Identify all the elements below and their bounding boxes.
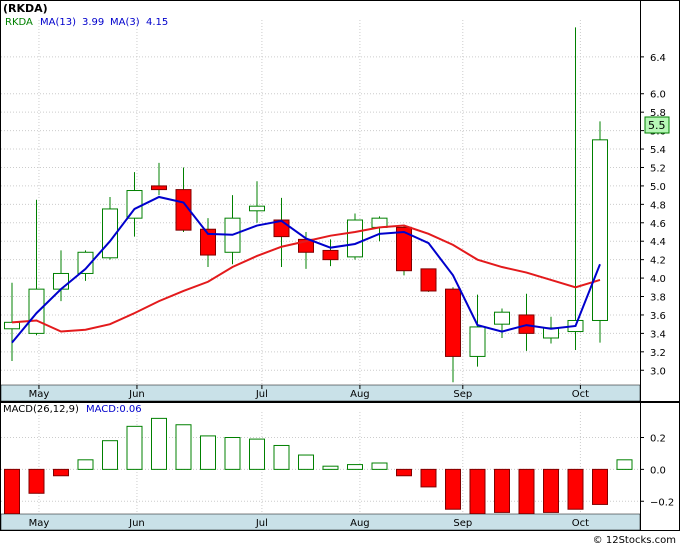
price-xlabel-aug: Aug xyxy=(350,389,370,400)
price-xlabel-jul: Jul xyxy=(255,389,268,400)
candle-down xyxy=(151,185,167,191)
macd-title: MACD(26,12,9) xyxy=(3,404,79,415)
candle-up xyxy=(469,326,486,357)
macd-bar-negative xyxy=(592,468,608,505)
price-x-axis-bar xyxy=(0,384,641,402)
macd-bar-positive xyxy=(347,464,363,470)
candle-down xyxy=(175,189,192,231)
macd-bar-positive xyxy=(200,435,216,470)
macd-bar-negative xyxy=(518,468,535,515)
price-ytick-label: 3.0 xyxy=(650,366,666,377)
candle-up xyxy=(28,288,45,334)
price-legend-item: MA(3) xyxy=(110,17,140,28)
price-xlabel-may: May xyxy=(29,389,50,400)
candle-down xyxy=(445,288,461,357)
price-ytick-label: 4.6 xyxy=(650,219,666,230)
price-ytick-label: 3.6 xyxy=(650,311,666,322)
price-ytick-label: 5.4 xyxy=(650,145,666,156)
macd-bar-positive xyxy=(322,465,339,470)
price-ytick-label: 4.4 xyxy=(650,237,666,248)
price-ytick-label: 6.0 xyxy=(650,90,666,101)
macd-bar-positive xyxy=(175,424,192,470)
macd-bar-negative xyxy=(28,468,45,494)
macd-bar-negative xyxy=(396,468,412,477)
ma13-line xyxy=(11,224,601,333)
price-legend-item: MA(13) xyxy=(40,17,76,28)
macd-xlabel-jul: Jul xyxy=(255,518,268,529)
candle-up xyxy=(126,190,143,219)
macd-xlabel-jun: Jun xyxy=(128,518,145,529)
candle-down xyxy=(200,228,216,256)
candle-up xyxy=(494,311,510,325)
candle-up xyxy=(592,139,608,321)
price-ytick-label: 3.8 xyxy=(650,293,666,304)
last-price-label: 5.5 xyxy=(648,119,666,132)
macd-bar-negative xyxy=(469,468,486,515)
macd-bar-negative xyxy=(420,468,437,488)
macd-y-axis: −0.2 0.0 0.2 xyxy=(640,434,674,508)
price-ytick-label: 4.2 xyxy=(650,256,666,267)
macd-bar-positive xyxy=(102,440,118,470)
price-ytick-label: 5.8 xyxy=(650,108,666,119)
macd-bar-negative xyxy=(445,468,461,510)
macd-histogram xyxy=(4,417,633,515)
price-legend-item: RKDA xyxy=(5,17,33,28)
macd-bar-positive xyxy=(224,437,241,470)
price-ytick-label: 5.2 xyxy=(650,163,666,174)
macd-ytick-label: 0.0 xyxy=(650,465,666,476)
macd-bar-negative xyxy=(543,468,559,513)
price-xlabel-sep: Sep xyxy=(453,389,472,400)
candle-down xyxy=(420,268,437,292)
macd-bar-positive xyxy=(249,438,265,470)
candle-up xyxy=(4,321,20,330)
price-ytick-label: 6.4 xyxy=(650,53,666,64)
price-ytick-label: 4.8 xyxy=(650,200,666,211)
price-legend: RKDA MA(13) 3.99 MA(3) 4.15 xyxy=(5,17,168,28)
macd-xlabel-may: May xyxy=(29,518,50,529)
macd-xlabel-aug: Aug xyxy=(350,518,370,529)
macd-xlabel-oct: Oct xyxy=(572,518,589,529)
macd-bar-negative xyxy=(53,468,69,477)
macd-bar-positive xyxy=(151,417,167,470)
chart-title: (RKDA) xyxy=(3,2,48,15)
macd-x-axis-bar xyxy=(0,513,641,531)
macd-bar-positive xyxy=(371,462,388,470)
macd-xlabel-sep: Sep xyxy=(453,518,472,529)
candle-up xyxy=(347,219,363,258)
price-grid xyxy=(1,20,640,385)
macd-bar-negative xyxy=(4,468,20,515)
candle-up xyxy=(53,272,69,290)
ma3-line xyxy=(11,195,601,344)
candle-down xyxy=(396,226,412,272)
candle-down xyxy=(322,249,339,261)
macd-bar-positive xyxy=(616,459,633,470)
candle-up xyxy=(77,251,94,274)
macd-ytick-label: −0.2 xyxy=(650,497,674,508)
candle-up xyxy=(249,205,265,212)
macd-bar-positive xyxy=(77,459,94,470)
last-price-box xyxy=(644,116,670,134)
price-xlabel-jun: Jun xyxy=(128,389,145,400)
price-x-axis-labels: May Jun Jul Aug Sep Oct xyxy=(29,385,589,400)
macd-bar-positive xyxy=(273,444,290,470)
price-legend-item: 3.99 xyxy=(82,17,104,28)
macd-x-axis-labels: May Jun Jul Aug Sep Oct xyxy=(29,518,590,529)
macd-bar-negative xyxy=(494,468,510,513)
price-legend-item: 4.15 xyxy=(146,17,168,28)
price-ytick-label: 3.2 xyxy=(650,348,666,359)
macd-value-label: MACD:0.06 xyxy=(86,404,142,415)
price-ytick-label: 4.0 xyxy=(650,274,666,285)
macd-bar-negative xyxy=(567,468,584,510)
price-ytick-label: 3.4 xyxy=(650,329,666,340)
footer-credit: © 12Stocks.com xyxy=(593,535,676,546)
macd-ytick-label: 0.2 xyxy=(650,434,666,445)
macd-bar-positive xyxy=(298,454,314,470)
price-xlabel-oct: Oct xyxy=(572,389,589,400)
macd-bar-positive xyxy=(126,425,143,470)
price-ytick-label: 5.0 xyxy=(650,182,666,193)
